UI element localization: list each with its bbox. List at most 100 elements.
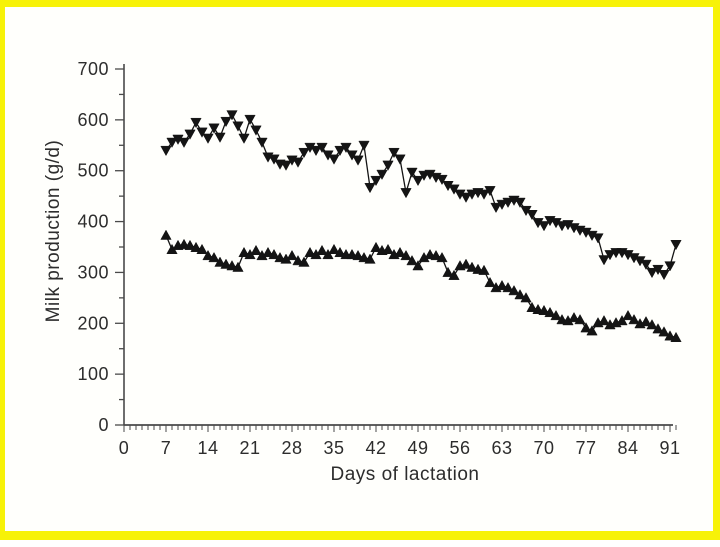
x-tick-label: 91 [659, 438, 680, 458]
data-point-triangle-down [670, 240, 682, 251]
milk-production-chart: 0 100 200 300 400 500 600 700 0 7 14 21 28 35 42 49 56 63… [43, 59, 682, 485]
data-point-triangle-up [598, 315, 610, 326]
data-point-triangle-down [238, 133, 250, 144]
data-point-triangle-up [352, 249, 364, 261]
x-axis-ticks [123, 425, 677, 432]
data-point-triangle-up [646, 319, 658, 330]
data-point-triangle-up [400, 249, 412, 261]
data-point-triangle-down [496, 199, 508, 210]
x-axis-tick-labels: 0 7 14 21 28 35 42 49 56 63 70 77 84 91 [119, 438, 680, 458]
data-point-triangle-up [628, 314, 640, 325]
data-point-triangle-up [394, 246, 406, 258]
data-point-triangle-up [304, 246, 316, 258]
data-point-triangle-down [346, 150, 358, 161]
y-tick-label: 100 [77, 364, 109, 384]
data-point-triangle-up [544, 306, 556, 318]
data-point-triangle-down [526, 210, 538, 221]
data-point-triangle-up [334, 246, 346, 258]
x-tick-label: 84 [617, 438, 638, 458]
data-point-triangle-up [238, 246, 250, 258]
data-point-triangle-down [298, 147, 310, 159]
data-point-triangle-down [604, 250, 616, 261]
x-tick-label: 49 [407, 438, 428, 458]
x-tick-label: 63 [491, 438, 512, 458]
data-point-triangle-up [514, 289, 526, 300]
y-axis-ticks [115, 68, 124, 426]
data-point-triangle-down [502, 197, 514, 208]
data-point-triangle-down [202, 133, 214, 144]
data-point-triangle-down [328, 154, 340, 165]
data-point-triangle-down [652, 264, 664, 276]
y-axis-tick-labels: 0 100 200 300 400 500 600 700 [77, 59, 109, 435]
data-point-triangle-down [514, 197, 526, 208]
data-point-triangle-down [400, 188, 412, 199]
data-point-triangle-down [412, 175, 424, 187]
data-point-triangle-down [466, 189, 478, 200]
data-point-triangle-down [310, 145, 322, 157]
data-point-triangle-down [406, 167, 418, 178]
data-point-triangle-up [460, 258, 472, 269]
upper-series-triangle-down [160, 110, 682, 281]
data-point-triangle-down [358, 140, 370, 152]
data-point-triangle-up [232, 261, 244, 272]
data-point-triangle-up [436, 251, 448, 263]
data-point-triangle-down [646, 267, 658, 279]
data-point-triangle-up [160, 229, 172, 240]
data-point-triangle-down [292, 157, 304, 168]
x-tick-label: 14 [197, 438, 218, 458]
data-point-triangle-up [286, 249, 298, 261]
data-point-triangle-up [508, 285, 520, 296]
data-point-triangle-down [340, 142, 352, 154]
data-point-triangle-down [490, 202, 502, 214]
data-point-triangle-up [670, 331, 682, 342]
data-point-triangle-up [430, 249, 442, 261]
data-point-triangle-down [364, 183, 376, 194]
x-tick-label: 35 [323, 438, 344, 458]
y-tick-label: 600 [77, 110, 109, 130]
data-point-triangle-down [316, 142, 328, 154]
data-point-triangle-up [382, 243, 394, 254]
data-point-triangle-up [484, 276, 496, 288]
data-point-triangle-up [574, 314, 586, 325]
data-point-triangle-down [250, 125, 262, 136]
data-point-triangle-up [262, 246, 274, 258]
data-point-triangle-down [232, 121, 244, 132]
data-point-triangle-down [382, 160, 394, 171]
data-point-triangle-up [214, 256, 226, 267]
data-point-triangle-down [244, 114, 256, 126]
data-point-triangle-up [586, 325, 598, 336]
data-point-triangle-down [664, 261, 676, 272]
data-point-triangle-down [370, 175, 382, 187]
data-point-triangle-down [196, 127, 208, 138]
data-point-triangle-down [208, 123, 220, 134]
data-point-triangle-down [166, 137, 178, 148]
data-point-triangle-down [178, 137, 190, 148]
data-point-triangle-down [388, 147, 400, 159]
x-tick-label: 56 [449, 438, 470, 458]
data-point-triangle-down [184, 129, 196, 140]
data-point-triangle-up [250, 244, 262, 256]
data-point-triangle-up [226, 260, 238, 271]
data-point-triangle-up [328, 243, 340, 254]
x-tick-label: 0 [119, 438, 130, 458]
data-point-triangle-up [580, 322, 592, 333]
data-point-triangle-up [292, 255, 304, 266]
data-point-triangle-down [214, 132, 226, 143]
data-point-triangle-up [220, 258, 232, 269]
data-point-triangle-down [268, 154, 280, 165]
data-point-triangle-up [520, 292, 532, 303]
x-tick-label: 42 [365, 438, 386, 458]
data-point-triangle-up [406, 255, 418, 266]
y-tick-label: 400 [77, 212, 109, 232]
data-point-triangle-up [616, 315, 628, 326]
y-tick-label: 0 [98, 415, 109, 435]
data-point-triangle-down [220, 116, 232, 128]
data-point-triangle-down [436, 174, 448, 186]
data-point-triangle-down [484, 186, 496, 197]
data-point-triangle-up [208, 251, 220, 263]
data-point-triangle-up [370, 241, 382, 252]
x-tick-label: 7 [161, 438, 172, 458]
data-point-triangle-up [298, 256, 310, 267]
data-point-triangle-up [322, 248, 334, 260]
